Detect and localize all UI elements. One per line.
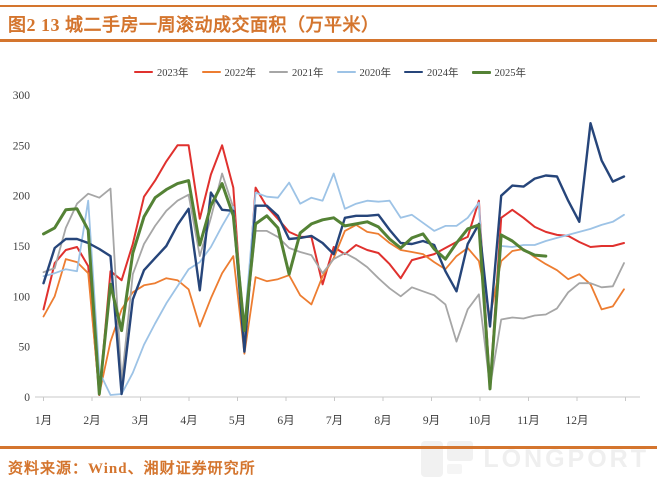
watermark: LONGPORT: [421, 441, 649, 477]
legend-swatch-icon: [471, 70, 491, 74]
line-chart: 1月 2月 3月 4月 5月 6月 7月 8月 9月 10月 11月 12月 0 50 100 150 200 2…: [13, 90, 640, 427]
legend-label: 2021年: [292, 67, 324, 79]
legend-item-2020年: 2020年: [336, 65, 392, 80]
series-line-2023年: [42, 144, 625, 396]
title-divider-rule: [0, 39, 657, 42]
legend-label: 2020年: [359, 67, 392, 79]
legend-item-2021年: 2021年: [269, 65, 324, 80]
x-axis-label: 12月: [566, 415, 589, 427]
series-line-2021年: [42, 172, 625, 388]
y-axis-label: 250: [13, 140, 31, 152]
watermark-text: LONGPORT: [483, 444, 649, 473]
x-axis-label: 11月: [517, 415, 540, 427]
series-line-2020年: [42, 172, 625, 396]
legend-item-2023年: 2023年: [134, 65, 189, 80]
series-line-2025年: [42, 179, 548, 396]
legend-item-2025年: 2025年: [471, 65, 527, 80]
chart-legend: 2023年 2022年 2021年 2020年 2024年 2025年: [30, 64, 630, 80]
legend-item-2024年: 2024年: [404, 65, 459, 80]
top-border-rule: [0, 5, 657, 7]
legend-swatch-icon: [134, 71, 153, 73]
x-axis-label: 8月: [374, 415, 391, 427]
y-axis-label: 300: [13, 90, 31, 102]
source-note: 资料来源：Wind、湘财证券研究所: [8, 461, 256, 477]
page-title: 图2 13 城二手房一周滚动成交面积（万平米）: [8, 15, 380, 35]
series-line-2024年: [42, 122, 626, 396]
x-axis-label: 6月: [277, 415, 294, 427]
x-axis-label: 10月: [469, 415, 492, 427]
legend-label: 2024年: [427, 67, 459, 79]
legend-swatch-icon: [201, 71, 221, 73]
legend-swatch-icon: [404, 71, 423, 73]
legend-label: 2022年: [224, 67, 257, 79]
y-axis-label: 200: [13, 191, 31, 203]
legend-swatch-icon: [336, 71, 356, 73]
x-axis-label: 2月: [83, 415, 100, 427]
y-axis-label: 150: [13, 241, 31, 253]
x-axis-label: 7月: [326, 415, 343, 427]
bottom-border-rule: [0, 446, 657, 449]
x-axis-label: 4月: [180, 415, 197, 427]
legend-swatch-icon: [269, 71, 288, 73]
legend-label: 2025年: [494, 67, 527, 79]
x-axis-label: 5月: [229, 415, 246, 427]
y-axis-label: 0: [24, 392, 30, 404]
y-axis-label: 100: [13, 291, 31, 303]
x-axis-label: 9月: [423, 415, 440, 427]
legend-label: 2023年: [157, 67, 189, 79]
legend-item-2022年: 2022年: [201, 65, 257, 80]
y-axis-label: 50: [19, 342, 31, 354]
x-axis-label: 1月: [35, 415, 52, 427]
x-axis-label: 3月: [132, 415, 149, 427]
